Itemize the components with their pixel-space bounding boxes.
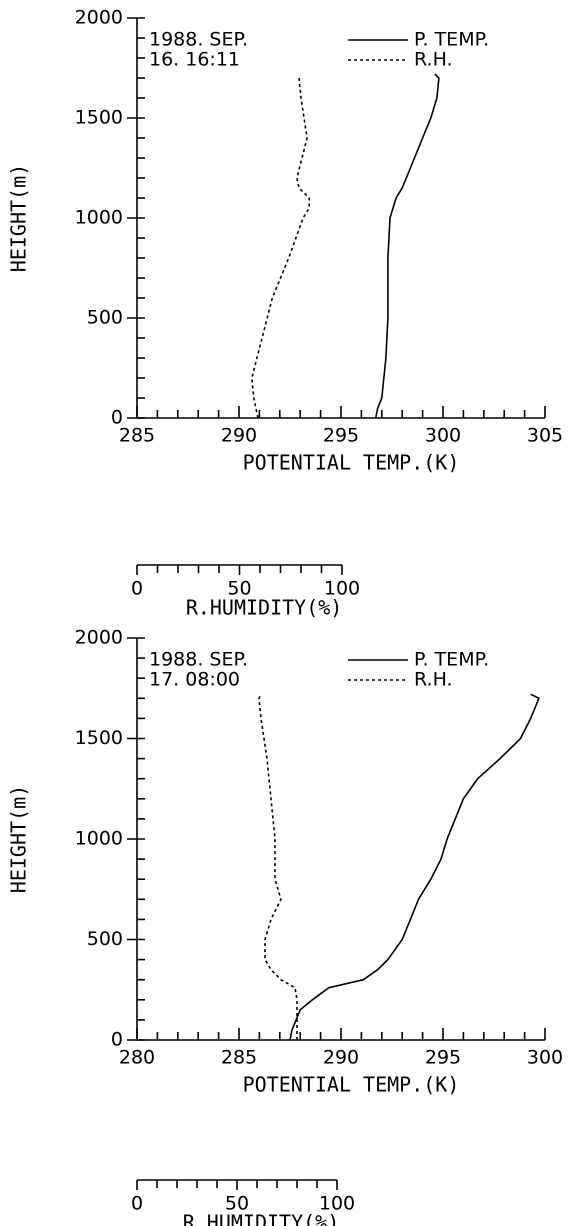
- y-tick-label: 0: [111, 1029, 123, 1051]
- y-tick-label: 0: [111, 407, 123, 429]
- y-tick-label: 500: [87, 928, 123, 950]
- annotation: 1988. SEP.: [149, 29, 248, 51]
- y-tick-label: 2000: [75, 7, 123, 29]
- x2-tick-label: 50: [227, 578, 251, 600]
- x-tick-label: 290: [323, 1047, 359, 1069]
- x-tick-label: 295: [323, 425, 359, 447]
- x2-tick-label: 50: [225, 1193, 249, 1215]
- y-tick-label: 2000: [75, 627, 123, 649]
- y-tick-label: 1000: [75, 207, 123, 229]
- series-line: [258, 693, 298, 1040]
- x2-tick-label: 0: [131, 1193, 143, 1215]
- x2-tick-label: 100: [324, 578, 360, 600]
- x-tick-label: 295: [425, 1047, 461, 1069]
- series-line: [374, 73, 440, 419]
- x-axis-label: POTENTIAL TEMP.(K): [243, 1073, 460, 1097]
- legend-label: P. TEMP.: [414, 29, 489, 51]
- x-tick-label: 285: [119, 425, 155, 447]
- x-tick-label: 285: [221, 1047, 257, 1069]
- annotation: 17. 08:00: [149, 669, 240, 691]
- legend-label: R.H.: [414, 669, 453, 691]
- y-tick-label: 1000: [75, 828, 123, 850]
- y-axis-label: HEIGHT(m): [7, 785, 31, 893]
- y-axis-label: HEIGHT(m): [7, 164, 31, 272]
- annotation: 1988. SEP.: [149, 649, 248, 671]
- x2-axis-label: R.HUMIDITY(%): [183, 1211, 340, 1226]
- x-tick-label: 305: [527, 425, 563, 447]
- x2-tick-label: 100: [319, 1193, 355, 1215]
- x-axis-label: POTENTIAL TEMP.(K): [243, 451, 460, 475]
- y-tick-label: 500: [87, 307, 123, 329]
- annotation: 16. 16:11: [149, 49, 240, 71]
- y-tick-label: 1500: [75, 727, 123, 749]
- x-tick-label: 300: [425, 425, 461, 447]
- x-tick-label: 300: [527, 1047, 563, 1069]
- series-line: [250, 77, 310, 419]
- y-tick-label: 1500: [75, 107, 123, 129]
- x-tick-label: 290: [221, 425, 257, 447]
- series-line: [289, 693, 540, 1041]
- legend-label: R.H.: [414, 49, 453, 71]
- legend-label: P. TEMP.: [414, 649, 489, 671]
- x-tick-label: 280: [119, 1047, 155, 1069]
- x2-axis-label: R.HUMIDITY(%): [186, 596, 343, 620]
- x2-tick-label: 0: [131, 578, 143, 600]
